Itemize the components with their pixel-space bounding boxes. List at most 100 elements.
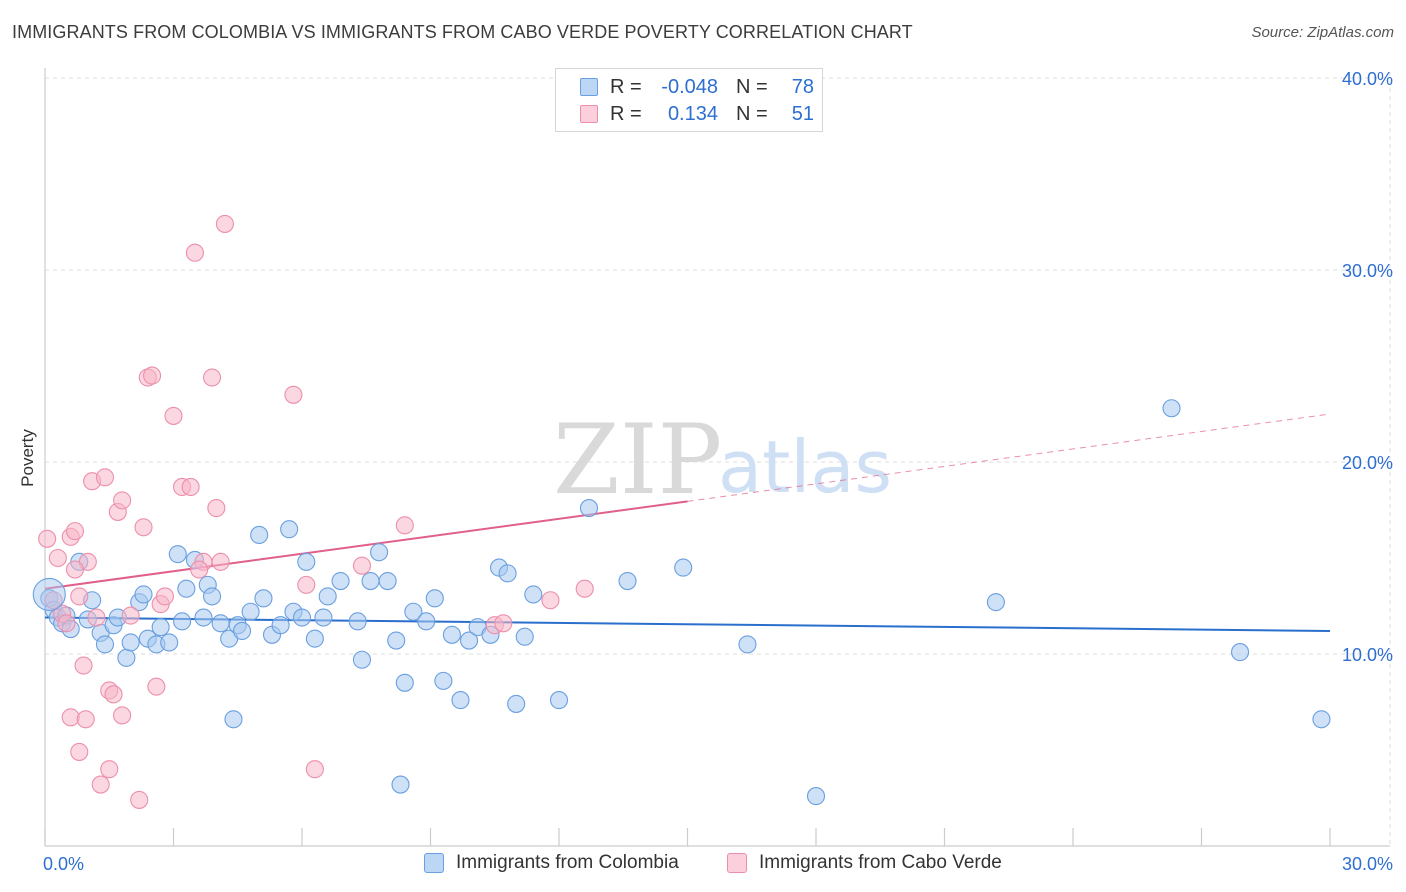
caboverde-point [57, 614, 76, 633]
caboverde-point [211, 552, 230, 571]
caboverde-point [215, 214, 234, 233]
series-label-caboverde: Immigrants from Cabo Verde [759, 852, 1002, 873]
colombia-point [515, 627, 534, 646]
colombia-point [173, 612, 192, 631]
colombia-point [95, 635, 115, 654]
colombia-point [177, 579, 196, 598]
colombia-point [314, 608, 333, 627]
legend-r-label: R = [610, 75, 642, 98]
correlation-legend: R = -0.048 N = 78 R = 0.134 N = 51 [555, 68, 823, 132]
caboverde-point [38, 529, 57, 548]
colombia-point [806, 787, 826, 806]
colombia-point [1162, 399, 1181, 418]
caboverde-point [61, 708, 80, 727]
caboverde-point [207, 499, 226, 518]
caboverde-point [130, 790, 149, 809]
legend-n-label: N = [736, 102, 768, 125]
colombia-point [549, 691, 569, 710]
y-tick-label: 40.0% [1342, 69, 1393, 89]
caboverde-point [541, 591, 560, 610]
watermark-zip: ZIP [553, 404, 722, 516]
legend-n-value: 78 [791, 75, 814, 98]
caboverde-point [48, 548, 67, 568]
colombia-point [331, 571, 350, 591]
colombia-point [404, 602, 423, 621]
colombia-point [211, 614, 230, 633]
chart-title: IMMIGRANTS FROM COLOMBIA VS IMMIGRANTS F… [12, 22, 913, 42]
colombia-point [254, 589, 273, 608]
colombia-point [674, 558, 693, 577]
watermark-atlas: atlas [718, 425, 892, 509]
caboverde-trend-line-extension [687, 413, 1331, 502]
series-swatch-colombia [424, 853, 444, 873]
colombia-point [1312, 710, 1331, 729]
colombia-point [986, 593, 1005, 612]
caboverde-trend-line [44, 500, 688, 590]
y-tick-label: 30.0% [1342, 261, 1393, 281]
colombia-trend-line [44, 616, 1331, 632]
colombia-point [579, 499, 599, 518]
legend-swatch-colombia [580, 78, 598, 96]
colombia-point [378, 571, 397, 591]
caboverde-point [70, 587, 89, 606]
legend-n-label: N = [736, 75, 768, 98]
colombia-point [203, 587, 222, 606]
legend-swatch-caboverde [580, 105, 598, 123]
colombia-point [318, 587, 337, 606]
colombia-point [498, 564, 517, 583]
x-tick-label: 30.0% [1342, 854, 1393, 874]
caboverde-point [185, 243, 204, 262]
series-swatch-caboverde [727, 853, 747, 873]
caboverde-point [121, 606, 140, 625]
colombia-point [168, 545, 187, 564]
colombia-point [618, 571, 637, 591]
colombia-point [348, 612, 367, 631]
caboverde-point [91, 775, 110, 794]
colombia-point [117, 648, 136, 667]
axes [44, 68, 1390, 847]
caboverde-point [65, 560, 85, 579]
colombia-point [361, 571, 380, 591]
colombia-point [121, 633, 140, 652]
caboverde-point [164, 406, 183, 425]
colombia-point [370, 543, 389, 562]
caboverde-point [134, 518, 153, 537]
caboverde-point [395, 516, 414, 535]
series-legend: Immigrants from Colombia Immigrants from… [0, 852, 1406, 876]
colombia-point [387, 631, 406, 650]
data-points [32, 214, 1331, 809]
caboverde-point [70, 742, 89, 761]
caboverde-point [65, 522, 85, 541]
colombia-point [524, 585, 543, 604]
series-label-colombia: Immigrants from Colombia [456, 852, 679, 873]
caboverde-point [113, 706, 132, 725]
series-legend-colombia[interactable]: Immigrants from Colombia [424, 852, 679, 874]
caboverde-point [352, 556, 372, 575]
colombia-point-cluster [32, 577, 66, 612]
colombia-point [134, 585, 153, 604]
legend-row-colombia: R = -0.048 N = 78 [580, 75, 814, 99]
caboverde-point [494, 614, 513, 633]
colombia-point [738, 635, 757, 654]
colombia-point [352, 650, 372, 669]
colombia-point [451, 691, 470, 710]
watermark: ZIP atlas [553, 404, 892, 516]
caboverde-point [575, 579, 594, 598]
colombia-point [194, 608, 213, 627]
colombia-point [459, 631, 479, 650]
legend-row-caboverde: R = 0.134 N = 51 [580, 102, 814, 126]
caboverde-point [181, 477, 200, 497]
caboverde-point [95, 468, 115, 487]
colombia-point [297, 552, 316, 571]
y-axis-label: Poverty [18, 429, 37, 487]
colombia-point [160, 633, 179, 652]
colombia-point [1231, 643, 1250, 662]
series-legend-caboverde[interactable]: Immigrants from Cabo Verde [727, 852, 1002, 874]
colombia-point [507, 694, 526, 713]
legend-n-value: 51 [791, 102, 814, 125]
caboverde-point [190, 560, 209, 579]
caboverde-point [284, 385, 303, 404]
caboverde-point [143, 366, 162, 385]
grid-lines [45, 72, 1391, 846]
